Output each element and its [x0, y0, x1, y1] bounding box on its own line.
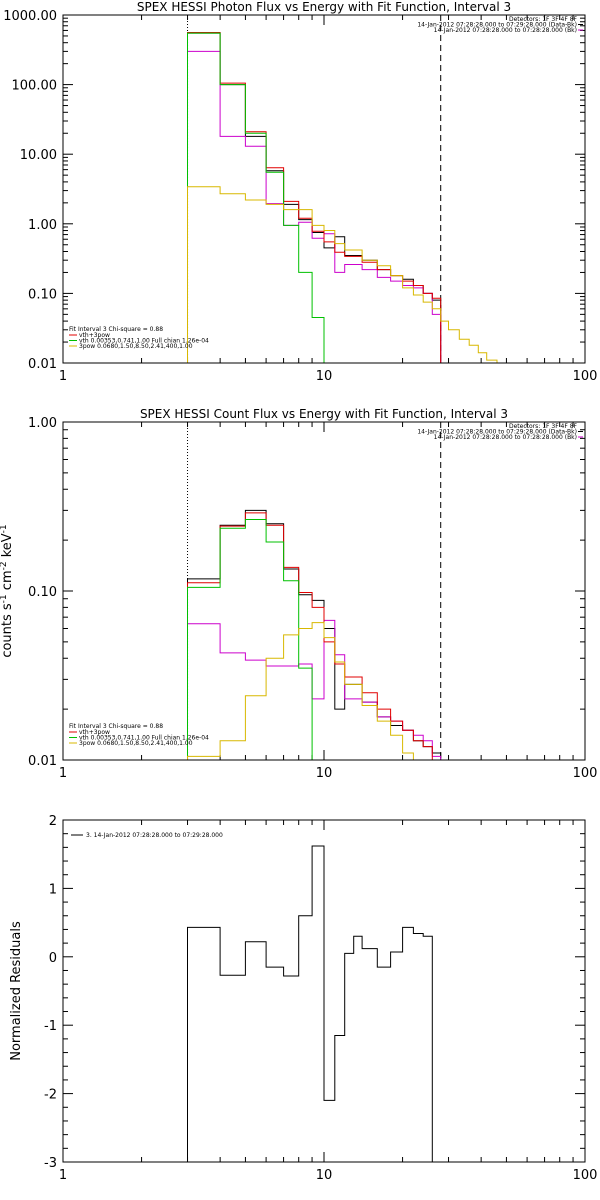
- chart-panel-3: 1 10 100 -3 -2 -1 0 1 2 Normalized Residuals 3. 14…: [9, 814, 597, 1183]
- series-line-4: [187, 519, 313, 760]
- y-axis-label: Normalized Residuals: [9, 921, 24, 1061]
- series-line-1: [187, 845, 433, 1162]
- x-tick-label: 1: [59, 369, 67, 384]
- info-line: 14-Jan-2012 07:28:28.000 to 07:28:28.000…: [434, 27, 577, 34]
- legend-label: 3pow 0.0680,1.50,8.50,2.41,400,1.00: [79, 343, 193, 350]
- plot-frame: [62, 14, 586, 364]
- x-tick-label: 100: [573, 1168, 598, 1183]
- y-tick-label: 1000.00: [3, 9, 57, 24]
- fit-text: Fit Interval 3 Chi-square = 0.88: [69, 723, 163, 730]
- y-tick-label: 0: [49, 951, 57, 966]
- y-tick-label: 0.10: [28, 287, 57, 302]
- info-line: Detectors: 1F 3F 4F 8F: [509, 423, 578, 430]
- series-line-3: [187, 512, 441, 760]
- y-tick-label: 0.01: [28, 754, 57, 769]
- plot-frame: [62, 819, 586, 1163]
- x-tick-label: 10: [316, 766, 333, 781]
- y-tick-label: 1.00: [28, 218, 57, 233]
- series-line-2: [187, 50, 442, 363]
- x-tick-label: 10: [316, 1168, 333, 1183]
- data-area: [187, 422, 442, 760]
- legend-label: vth+3pow: [79, 332, 110, 339]
- x-tick-label: 100: [573, 369, 598, 384]
- x-tick-label: 1: [59, 766, 67, 781]
- y-tick-label: 1.00: [28, 416, 57, 431]
- chart-title: SPEX HESSI Count Flux vs Energy with Fit…: [140, 407, 508, 421]
- chart-title: SPEX HESSI Photon Flux vs Energy with Fi…: [137, 0, 511, 14]
- info-line: 14-Jan-2012 07:28:28.000 to 07:29:28.000…: [417, 429, 577, 436]
- y-tick-label: 0.01: [28, 357, 57, 372]
- y-tick-label: -3: [44, 1156, 57, 1171]
- y-tick-label: 0.10: [28, 585, 57, 600]
- series-line-5: [187, 186, 518, 363]
- chart-panel-2: SPEX HESSI Count Flux vs Energy with Fit…: [0, 407, 597, 781]
- legend-label: vth 0.00353,0.741,1.00 Full chian 1.26e-…: [79, 338, 209, 345]
- legend-label: 3pow 0.0680,1.50,8.50,2.41,400,1.00: [79, 740, 193, 747]
- plot-frame: [62, 421, 586, 761]
- series-line-4: [187, 32, 325, 363]
- legend-label: vth+3pow: [79, 729, 110, 736]
- legend-label: 3. 14-Jan-2012 07:28:28.000 to 07:29:28.…: [86, 832, 223, 839]
- y-tick-label: 10.00: [20, 148, 57, 163]
- series-line-2: [187, 619, 442, 760]
- y-tick-label: 100.00: [12, 79, 58, 94]
- y-tick-label: -1: [44, 1019, 57, 1034]
- x-tick-label: 10: [316, 369, 333, 384]
- data-area: [187, 15, 518, 363]
- legend-label: vth 0.00353,0.741,1.00 Full chian 1.26e-…: [79, 735, 209, 742]
- fit-text: Fit Interval 3 Chi-square = 0.88: [69, 326, 163, 333]
- y-axis-label: counts s-1 cm-2 keV-1: [0, 524, 15, 657]
- y-tick-label: 2: [49, 814, 57, 829]
- info-line: Detectors: 1F 3F 4F 8F: [509, 16, 578, 23]
- y-tick-label: -2: [44, 1088, 57, 1103]
- series-line-1: [187, 32, 442, 363]
- info-line: 14-Jan-2012 07:28:28.000 to 07:28:28.000…: [434, 434, 577, 441]
- x-tick-label: 100: [573, 766, 598, 781]
- x-tick-label: 1: [59, 1168, 67, 1183]
- series-line-3: [187, 32, 442, 363]
- chart-panel-1: SPEX HESSI Photon Flux vs Energy with Fi…: [3, 0, 597, 384]
- series-line-5: [187, 622, 424, 760]
- data-area: [187, 845, 433, 1162]
- y-tick-label: 1: [49, 882, 57, 897]
- info-line: 14-Jan-2012 07:28:28.000 to 07:29:28.000…: [417, 22, 577, 29]
